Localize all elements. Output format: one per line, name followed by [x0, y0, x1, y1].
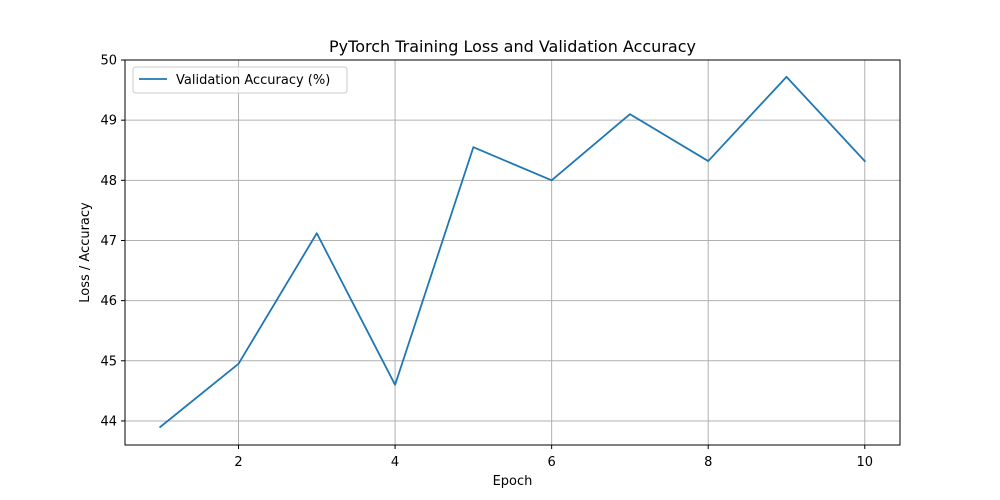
y-tick-label: 44: [100, 414, 117, 429]
x-tick-label: 2: [234, 455, 242, 470]
y-tick-label: 47: [100, 234, 117, 249]
series-layer: [158, 75, 867, 429]
y-tick-label: 50: [100, 54, 117, 69]
chart-title: PyTorch Training Loss and Validation Acc…: [329, 37, 696, 56]
series-line-0: [158, 75, 867, 429]
x-tick-label: 8: [704, 455, 712, 470]
x-tick-label: 6: [548, 455, 556, 470]
y-tick-label: 49: [100, 114, 117, 129]
x-tick-label: 10: [856, 455, 873, 470]
plot-area-frame: [124, 59, 901, 446]
x-tick-label: 4: [391, 455, 399, 470]
legend-label: Validation Accuracy (%): [176, 73, 330, 88]
legend: Validation Accuracy (%): [132, 66, 348, 94]
legend-box: [132, 66, 348, 94]
y-tick-label: 48: [100, 174, 117, 189]
y-tick-label: 46: [100, 294, 117, 309]
y-axis-label: Loss / Accuracy: [78, 202, 93, 303]
y-tick-label: 45: [100, 354, 117, 369]
x-axis-label: Epoch: [493, 474, 533, 489]
grid: [125, 59, 900, 445]
